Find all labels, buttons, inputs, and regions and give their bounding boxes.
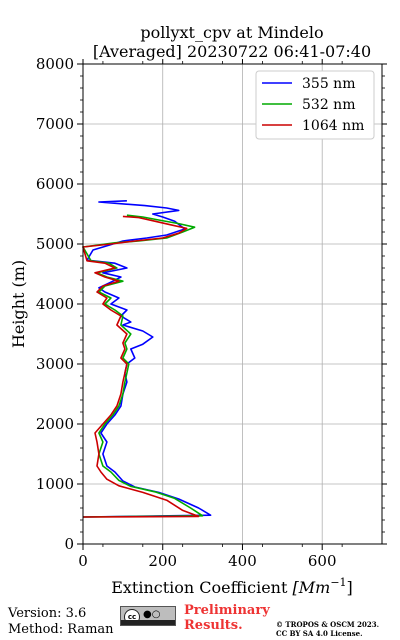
x-tick-label: 600	[308, 552, 337, 570]
preliminary-notice: Preliminary Results.	[184, 603, 270, 633]
x-tick-label: 200	[148, 552, 177, 570]
axis-ticks: 0 200 400 600010002000300040005000600070008…	[36, 55, 387, 570]
chart-subtitle: [Averaged] 20230722 06:41-07:40	[93, 42, 371, 61]
legend: 355 nm 532 nm 1064 nm	[255, 70, 375, 140]
y-tick-label: 4000	[36, 295, 74, 313]
legend-label: 355 nm	[302, 76, 355, 92]
chart-title: pollyxt_cpv at Mindelo	[140, 23, 323, 42]
y-tick-label: 7000	[36, 115, 74, 133]
legend-label: 532 nm	[302, 97, 355, 113]
y-tick-label: 8000	[36, 55, 74, 73]
y-tick-label: 2000	[36, 415, 74, 433]
version-text: Version: 3.6	[8, 606, 87, 621]
method-text: Method: Raman	[8, 622, 114, 637]
y-tick-label: 6000	[36, 175, 74, 193]
series-line-1	[82, 200, 212, 518]
copyright-notice: © TROPOS & OSCM 2023. CC BY SA 4.0 Licen…	[276, 620, 380, 638]
series-line-3	[82, 215, 200, 518]
footer-info: Version: 3.6 Method: Raman	[8, 606, 114, 638]
series-lines	[82, 200, 212, 518]
by-sa-icon: ●○	[143, 609, 161, 620]
legend-box	[255, 70, 375, 140]
y-tick-label: 5000	[36, 235, 74, 253]
extinction-profile-chart: 0 200 400 600010002000300040005000600070008…	[9, 23, 387, 597]
x-axis-unit-close: ]	[347, 578, 353, 597]
legend-label: 1064 nm	[302, 118, 364, 134]
y-axis-label: Height (m)	[9, 260, 28, 348]
x-axis-unit-exponent: −1	[330, 576, 346, 589]
y-tick-label: 1000	[36, 475, 74, 493]
y-tick-label: 0	[64, 535, 74, 553]
x-axis-unit: [Mm	[293, 578, 331, 597]
cc-license-badge: cc ●○	[120, 606, 176, 626]
x-tick-label: 400	[228, 552, 257, 570]
y-tick-label: 3000	[36, 355, 74, 373]
x-tick-label: 0	[78, 552, 88, 570]
x-axis-label: Extinction Coefficient [Mm−1]	[111, 576, 353, 597]
